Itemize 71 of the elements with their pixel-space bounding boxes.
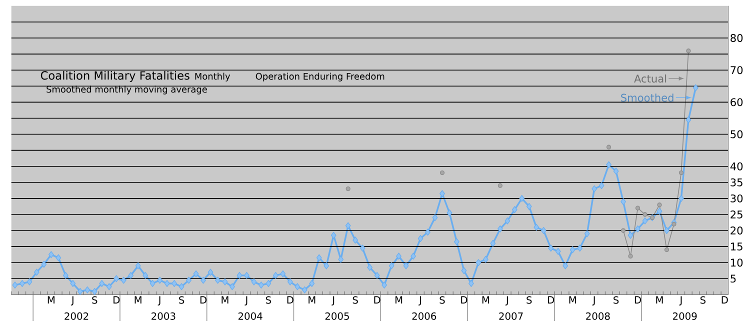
x-tick-label: D: [287, 296, 294, 304]
point: [346, 186, 350, 191]
text: 2007: [499, 312, 523, 320]
x-tick-label: S: [526, 296, 532, 304]
point: [642, 212, 648, 217]
point: [657, 202, 662, 207]
x-tick-label: S: [352, 296, 358, 304]
x-tick-label: J: [418, 296, 421, 306]
x-tick-label: S: [440, 296, 445, 304]
point: [606, 144, 612, 150]
text: 2002: [64, 312, 88, 320]
point: [628, 254, 633, 258]
x-tick-label: D: [200, 296, 206, 304]
x-tick-label: D: [114, 296, 120, 304]
text: 2004: [238, 312, 262, 320]
y-tick-label: 30: [730, 194, 743, 202]
x-tick-label: J: [505, 296, 508, 306]
text: 2006: [412, 312, 436, 320]
y-tick-label: 20: [730, 226, 743, 234]
point: [620, 228, 626, 233]
x-tick-label: M: [482, 296, 489, 304]
point: [686, 48, 691, 53]
y-tick-label: 10: [731, 258, 743, 266]
text: Smoothed monthly moving average: [46, 86, 207, 94]
text: 2005: [325, 312, 349, 320]
x-tick-label: S: [266, 296, 272, 304]
y-tick-label: 60: [730, 98, 743, 106]
y-tick-label: 35: [730, 178, 742, 186]
x-tick-label: D: [634, 296, 641, 304]
text: Coalition Military Fatalities: [40, 70, 190, 82]
x-tick-label: J: [244, 296, 248, 306]
x-tick-label: S: [614, 296, 619, 304]
legend-label: Smoothed: [621, 93, 674, 102]
y-tick-label: 15: [731, 242, 742, 250]
point: [635, 206, 640, 210]
x-tick-label: D: [374, 296, 380, 304]
point: [678, 170, 684, 175]
x-tick-label: J: [70, 296, 74, 306]
text: 2009: [672, 312, 697, 320]
point: [672, 222, 676, 226]
y-tick-label: 70: [730, 66, 743, 74]
x-tick-label: S: [179, 296, 184, 304]
x-tick-label: S: [700, 296, 706, 304]
x-tick-label: D: [722, 296, 728, 304]
x-tick-label: D: [548, 296, 554, 304]
annotation: Monthly: [195, 72, 230, 82]
x-tick-label: M: [308, 296, 316, 304]
x-tick-label: J: [158, 296, 160, 306]
x-tick-label: M: [48, 296, 54, 304]
x-tick-label: M: [395, 296, 402, 304]
x-tick-label: M: [134, 296, 142, 304]
x-tick-label: M: [569, 296, 576, 304]
point: [664, 247, 670, 252]
y-tick-label: 25: [730, 210, 742, 218]
y-tick-label: 50: [730, 130, 743, 138]
text: 2008: [586, 312, 610, 320]
x-tick-label: S: [92, 296, 98, 304]
point: [498, 183, 502, 188]
legend-label: Actual: [634, 74, 666, 82]
annotation: Operation Enduring Freedom: [256, 72, 384, 82]
y-tick-label: 80: [730, 34, 743, 42]
x-tick-label: J: [679, 296, 682, 306]
text: 2003: [152, 312, 176, 320]
y-tick-label: 40: [730, 162, 743, 170]
x-tick-label: J: [332, 296, 334, 306]
x-tick-label: D: [461, 296, 468, 304]
x-tick-label: J: [592, 296, 595, 306]
x-tick-label: M: [656, 296, 663, 304]
point: [440, 170, 445, 175]
y-tick-label: 5: [730, 274, 736, 282]
x-tick-label: M: [222, 296, 228, 304]
